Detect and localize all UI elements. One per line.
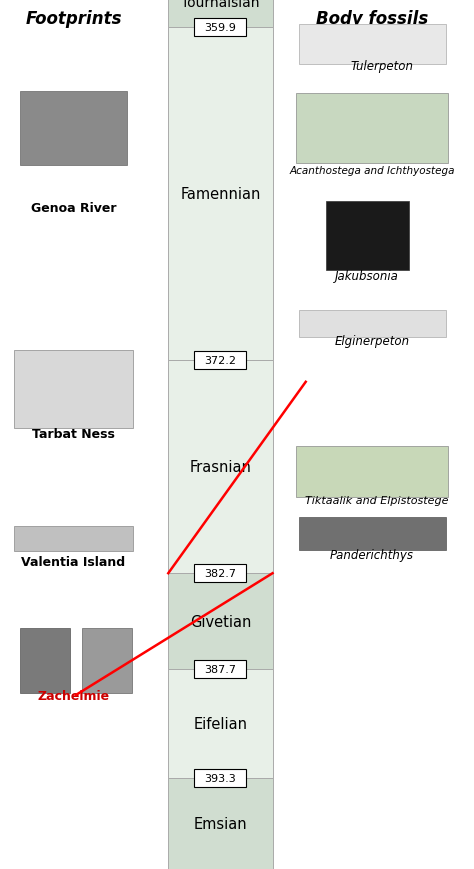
Bar: [20, 92, 127, 165]
Text: 372.2: 372.2: [204, 355, 237, 366]
Text: Famennian: Famennian: [180, 187, 261, 202]
Text: Eifelian: Eifelian: [193, 716, 247, 731]
Text: 359.9: 359.9: [204, 23, 237, 33]
Text: Body fossils: Body fossils: [316, 10, 428, 28]
Text: Jakubsonia: Jakubsonia: [336, 270, 399, 282]
Bar: [168, 28, 273, 361]
Text: Genoa River: Genoa River: [31, 202, 116, 215]
Bar: [20, 627, 70, 693]
Text: Tiktaalik and Elpistostege: Tiktaalik and Elpistostege: [305, 495, 448, 506]
Text: Acanthostega and Ichthyostega: Acanthostega and Ichthyostega: [289, 166, 455, 176]
Bar: [82, 627, 131, 693]
Bar: [168, 778, 273, 869]
Text: Panderichthys: Panderichthys: [330, 548, 414, 561]
Text: Givetian: Givetian: [190, 614, 251, 629]
Text: Frasnian: Frasnian: [190, 460, 251, 474]
Text: 393.3: 393.3: [205, 773, 236, 783]
Text: Tarbat Ness: Tarbat Ness: [32, 428, 115, 441]
Bar: [168, 669, 273, 778]
Text: Tournaisian: Tournaisian: [181, 0, 260, 10]
Text: Zachelmie: Zachelmie: [37, 689, 109, 701]
Bar: [194, 565, 246, 583]
Text: 382.7: 382.7: [204, 568, 237, 579]
Bar: [14, 350, 133, 428]
Text: Valentia Island: Valentia Island: [21, 556, 126, 568]
Text: 387.7: 387.7: [204, 664, 237, 674]
Bar: [168, 0, 273, 28]
Text: Footprints: Footprints: [25, 10, 122, 28]
Text: Elginerpeton: Elginerpeton: [335, 335, 410, 348]
Bar: [168, 574, 273, 669]
Bar: [168, 361, 273, 574]
Bar: [296, 447, 448, 497]
Bar: [299, 311, 446, 337]
Bar: [194, 18, 246, 36]
Bar: [14, 527, 133, 551]
Bar: [326, 202, 409, 271]
Bar: [194, 768, 246, 787]
Bar: [299, 25, 446, 65]
Text: Tulerpeton: Tulerpeton: [350, 60, 413, 72]
Bar: [194, 660, 246, 678]
Bar: [296, 94, 448, 163]
Bar: [299, 517, 446, 550]
Text: Emsian: Emsian: [193, 816, 247, 831]
Bar: [194, 351, 246, 370]
